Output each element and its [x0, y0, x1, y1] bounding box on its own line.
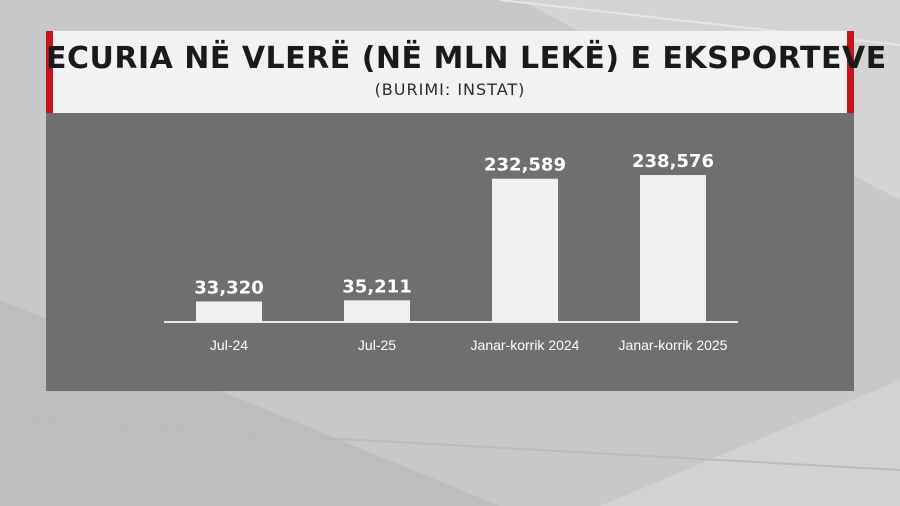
category-label-2: Jul-25 [358, 337, 396, 353]
bar-chart: 33,320 Jul-24 35,211 Jul-25 232,589 Janar-kor… [164, 151, 738, 353]
bar-1 [196, 301, 262, 322]
bar-2 [344, 300, 410, 322]
category-label-4: Janar-korrik 2025 [619, 337, 728, 353]
value-label-4: 238,576 [632, 151, 714, 172]
chart-title: ECURIA NË VLERË (NË MLN LEKË) E EKSPORTE… [46, 41, 887, 76]
bar-4 [640, 175, 706, 322]
chart-panel: 33,320 Jul-24 35,211 Jul-25 232,589 Janar-kor… [46, 113, 854, 391]
category-label-1: Jul-24 [210, 337, 248, 353]
value-label-3: 232,589 [484, 155, 566, 176]
accent-bar-left [46, 31, 53, 113]
bar-3 [492, 178, 558, 322]
value-label-1: 33,320 [194, 277, 263, 298]
value-label-2: 35,211 [342, 276, 411, 297]
title-banner: ECURIA NË VLERË (NË MLN LEKË) E EKSPORTE… [46, 31, 887, 113]
accent-bar-right [847, 31, 854, 113]
category-label-3: Janar-korrik 2024 [471, 337, 580, 353]
chart-subtitle: (BURIMI: INSTAT) [374, 80, 526, 99]
